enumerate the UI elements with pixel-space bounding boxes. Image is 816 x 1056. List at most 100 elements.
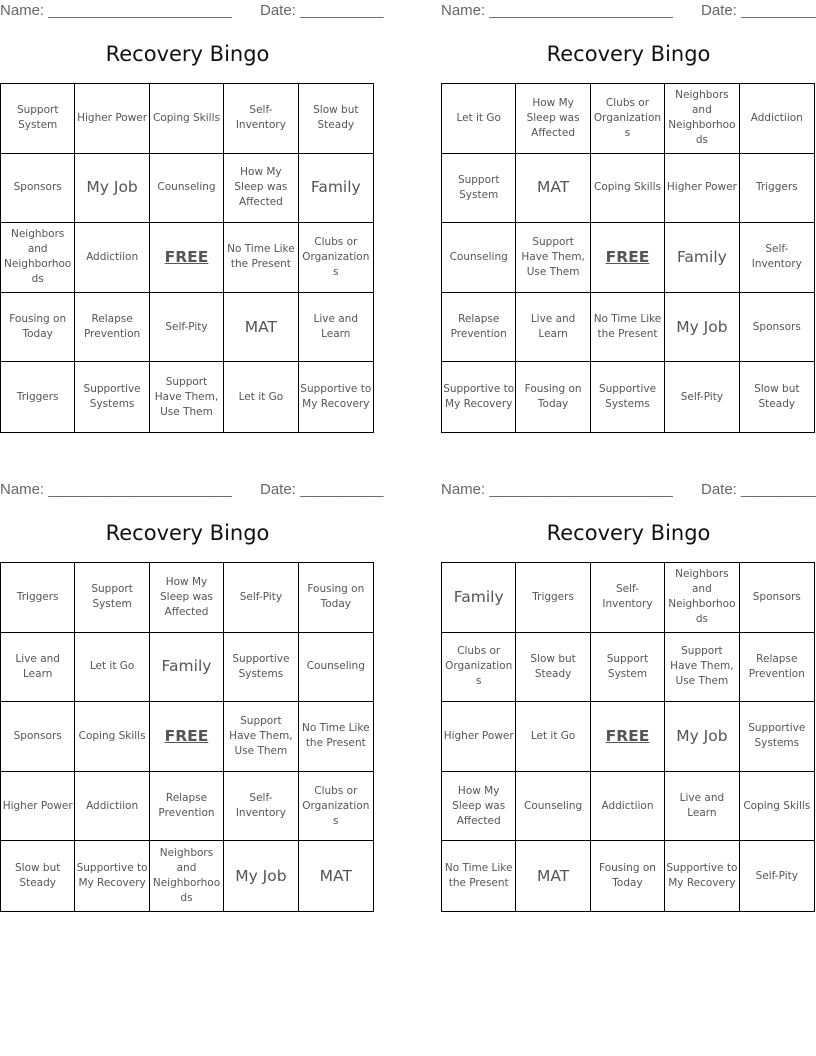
bingo-cell: Supportive to My Recovery — [665, 841, 740, 911]
bingo-card: Name: ______________________ Date: ______… — [441, 479, 816, 912]
bingo-grid: Triggers Support System How My Sleep was A… — [0, 562, 374, 912]
bingo-cell: Self-Inventory — [590, 563, 666, 633]
card-title: Recovery Bingo — [546, 42, 711, 66]
bingo-cell: Support Have Them, Use Them — [516, 223, 591, 293]
bingo-cell: Addictiion — [75, 771, 150, 842]
bingo-cell: Clubs or Organizations — [442, 632, 517, 703]
bingo-cell: Self-Pity — [755, 869, 798, 882]
bingo-cell: Coping Skills — [590, 153, 666, 224]
date-field: Date: __________ — [701, 481, 816, 498]
bingo-cell: MAT — [319, 866, 352, 885]
bingo-cell: Relapse Prevention — [442, 292, 517, 363]
bingo-cell: No Time Like the Present — [224, 223, 299, 293]
bingo-cell: Counseling — [149, 153, 225, 224]
bingo-grid: Family Triggers Self-Inventory Neighbors an… — [441, 562, 815, 912]
bingo-cell: Triggers — [1, 362, 76, 432]
bingo-cell: Self-Inventory — [224, 84, 299, 154]
bingo-cell: Relapse Prevention — [149, 771, 225, 842]
bingo-cell: Live and Learn — [298, 293, 373, 363]
bingo-cell: Slow but Steady — [298, 84, 373, 154]
bingo-cell: Live and Learn — [665, 771, 740, 842]
free-space: FREE — [149, 223, 225, 293]
bingo-cell: MAT — [516, 841, 591, 911]
bingo-cell: How My Sleep was Affected — [516, 84, 591, 154]
bingo-cell: Triggers — [516, 563, 591, 633]
bingo-cell: Family — [442, 563, 517, 633]
bingo-cell: How My Sleep was Affected — [149, 563, 225, 633]
bingo-cell: Let it Go — [75, 632, 150, 703]
name-date-row: Name: ______________________ Date: ______… — [0, 0, 383, 22]
bingo-cell: Support System — [442, 153, 517, 224]
bingo-cell: Self-Inventory — [739, 223, 814, 293]
bingo-cell: Support Have Them, Use Them — [665, 632, 740, 703]
bingo-cell: MAT — [224, 292, 299, 363]
bingo-cell: Supportive to My Recovery — [75, 841, 150, 911]
bingo-cell: No Time Like the Present — [590, 292, 666, 363]
bingo-cell: Slow but Steady — [516, 632, 591, 703]
bingo-cell: Coping Skills — [149, 84, 225, 154]
bingo-cell: Family — [665, 223, 740, 293]
bingo-cell: Clubs or Organizations — [298, 772, 373, 842]
bingo-cell: Supportive Systems — [75, 362, 150, 432]
bingo-cell: Slow but Steady — [1, 841, 76, 911]
bingo-cell: Higher Power — [75, 84, 150, 154]
bingo-cell: Triggers — [1, 563, 76, 633]
bingo-cell: Coping Skills — [75, 702, 150, 772]
bingo-cell: Live and Learn — [516, 292, 591, 363]
bingo-cell: Sponsors — [739, 563, 814, 633]
bingo-cell: Support Have Them, Use Them — [224, 702, 299, 772]
bingo-cell: Supportive to My Recovery — [442, 362, 517, 432]
bingo-cell: Coping Skills — [739, 772, 814, 842]
free-space: FREE — [590, 223, 666, 293]
bingo-cell: Supportive to My Recovery — [300, 383, 372, 411]
bingo-cell: Counseling — [442, 223, 517, 293]
name-field: Name: ______________________ — [0, 2, 232, 19]
bingo-cell: Counseling — [298, 633, 373, 703]
bingo-cell: Higher Power — [665, 153, 740, 224]
bingo-cell: Relapse Prevention — [75, 292, 150, 363]
date-field: Date: __________ — [260, 2, 384, 19]
name-field: Name: ______________________ — [441, 481, 673, 498]
bingo-cell: Sponsors — [1, 153, 76, 224]
bingo-cell: Addictiion — [590, 771, 666, 842]
bingo-cell: Triggers — [739, 154, 814, 224]
bingo-grid: Let it Go How My Sleep was Affected Clubs … — [441, 83, 815, 433]
bingo-cell: Sponsors — [1, 702, 76, 772]
bingo-cell: Self-Inventory — [224, 771, 299, 842]
bingo-cell: My Job — [75, 153, 150, 224]
bingo-cell: Addictiion — [75, 223, 150, 293]
bingo-cell: Relapse Prevention — [739, 633, 814, 703]
bingo-card: Name: ______________________ Date: ______… — [441, 0, 816, 433]
bingo-cell: Let it Go — [442, 84, 517, 154]
name-field: Name: ______________________ — [441, 2, 673, 19]
bingo-cell: Clubs or Organizations — [298, 223, 373, 293]
bingo-cell: Sponsors — [739, 293, 814, 363]
bingo-cell: Higher Power — [1, 771, 76, 842]
bingo-card: Name: ______________________ Date: ______… — [0, 479, 383, 912]
bingo-cell: Let it Go — [224, 362, 299, 432]
bingo-cell: Self-Pity — [665, 362, 740, 432]
bingo-cell: Fousing on Today — [1, 292, 76, 363]
bingo-cell: How My Sleep was Affected — [224, 153, 299, 224]
bingo-cell: Fousing on Today — [516, 362, 591, 432]
date-field: Date: __________ — [701, 2, 816, 19]
bingo-cell: How My Sleep was Affected — [442, 771, 517, 842]
bingo-card: Name: ______________________ Date: ______… — [0, 0, 383, 433]
bingo-cell: Supportive Systems — [224, 632, 299, 703]
bingo-grid: Support System Higher Power Coping Skills S… — [0, 83, 374, 433]
card-title: Recovery Bingo — [546, 521, 711, 545]
bingo-cell: Self-Pity — [149, 292, 225, 363]
date-field: Date: __________ — [260, 481, 384, 498]
free-space: FREE — [590, 702, 666, 772]
bingo-cell: Support System — [1, 84, 76, 154]
card-title: Recovery Bingo — [105, 42, 270, 66]
bingo-cell: My Job — [224, 841, 299, 911]
bingo-cell: Fousing on Today — [591, 841, 666, 911]
name-date-row: Name: ______________________ Date: ______… — [441, 479, 816, 501]
bingo-cell: No Time Like the Present — [442, 841, 517, 911]
card-title: Recovery Bingo — [105, 521, 270, 545]
bingo-cell: Neighbors and Neighborhoods — [1, 223, 76, 293]
bingo-cell: Support System — [75, 563, 150, 633]
bingo-cell: Slow but Steady — [754, 383, 800, 411]
bingo-cell: Let it Go — [516, 702, 591, 772]
